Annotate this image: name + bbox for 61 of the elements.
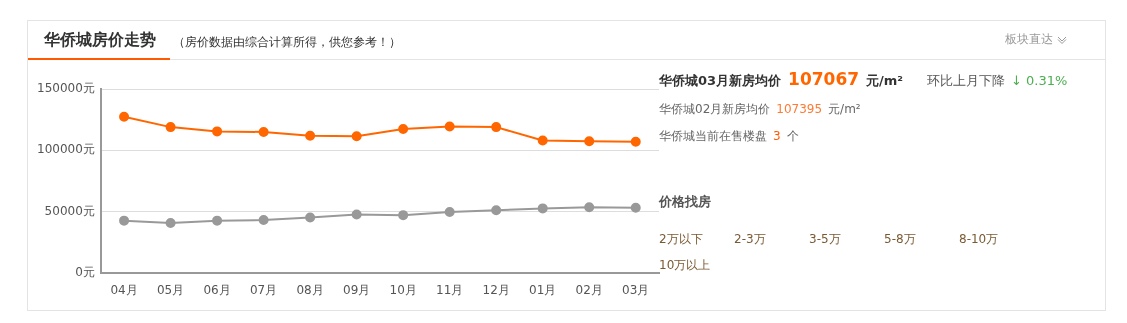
point (305, 212, 316, 223)
point (212, 126, 223, 137)
point (584, 202, 595, 213)
y-tick-label: 0元 (75, 264, 95, 279)
text: 华侨城03月新房均价 (659, 72, 782, 90)
x-tick-label: 03月 (622, 282, 650, 297)
x-tick-label: 10月 (389, 282, 417, 297)
point (258, 215, 269, 226)
point (305, 130, 316, 141)
point (537, 203, 548, 214)
chart-title: 华侨城房价走势 (44, 30, 156, 51)
annotation: 价格找房 (659, 193, 711, 211)
text: ↓ 0.31% (1011, 73, 1068, 88)
point (165, 122, 176, 133)
point (119, 215, 130, 226)
text: 107067 (788, 69, 860, 89)
point (119, 111, 130, 122)
point (212, 215, 223, 226)
x-tick-label: 08月 (296, 282, 324, 297)
point (630, 136, 641, 147)
point (165, 218, 176, 229)
annotation: 华侨城02月新房均价 (659, 101, 771, 118)
annotation: 10万以上 (659, 257, 711, 274)
point (444, 121, 455, 132)
x-tick-label: 09月 (343, 282, 371, 297)
text: 5-8万 (884, 231, 917, 248)
y-tick-label: 100000元 (37, 142, 95, 157)
annotation: 2万以下 (659, 231, 704, 248)
x-tick-label: 02月 (575, 282, 603, 297)
text: 3 (773, 129, 781, 143)
text: 个 (786, 128, 799, 145)
x-tick-label: 06月 (203, 282, 231, 297)
text: 3-5万 (809, 231, 842, 248)
text: 元/m² (866, 72, 904, 90)
point (351, 131, 362, 142)
point (258, 126, 269, 137)
x-tick-label: 01月 (529, 282, 557, 297)
annotation: 华侨城当前在售楼盘 (659, 128, 767, 145)
point (537, 135, 548, 146)
text: 元/m² (828, 101, 861, 118)
x-tick-label: 04月 (110, 282, 138, 297)
y-tick-label: 50000元 (44, 203, 95, 218)
x-tick-label: 11月 (436, 282, 464, 297)
point (444, 207, 455, 218)
text: 环比上月下降 (927, 72, 1006, 90)
point (491, 122, 502, 133)
text: 板块直达 (1005, 31, 1053, 48)
text: 107395 (776, 102, 823, 116)
point (630, 202, 641, 213)
point (351, 209, 362, 220)
text: 8-10万 (959, 231, 1000, 248)
x-tick-label: 05月 (156, 282, 185, 297)
x-tick-label: 07月 (249, 282, 278, 297)
y-tick-label: 150000元 (37, 81, 95, 96)
chart-subtitle: （房价数据由综合计算所得，供您参考！） (173, 34, 401, 51)
point (398, 123, 409, 134)
x-tick-label: 12月 (482, 282, 510, 297)
point (398, 210, 409, 221)
point (584, 136, 595, 147)
text: 2-3万 (734, 231, 767, 248)
point (491, 205, 502, 216)
